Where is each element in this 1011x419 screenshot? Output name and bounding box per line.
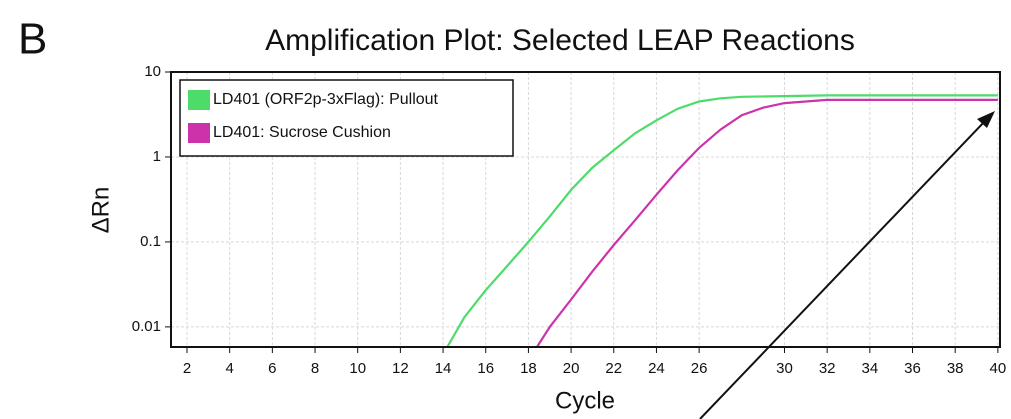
legend-box [179, 79, 514, 157]
chart-title: Amplification Plot: Selected LEAP Reacti… [265, 24, 855, 57]
x-axis-label: Cycle [555, 387, 615, 414]
legend-label: LD401 (ORF2p-3xFlag): Pullout [213, 91, 439, 108]
x-tick-label: 18 [520, 360, 537, 377]
legend-label: LD401: Sucrose Cushion [213, 124, 391, 141]
series-line [536, 98, 998, 347]
y-tick-label: 0.1 [140, 233, 161, 250]
x-tick-label: 38 [947, 360, 964, 377]
arrow-line [699, 119, 987, 419]
legend-swatch [188, 123, 210, 143]
x-tick-label: 14 [435, 360, 452, 377]
x-tick-label: 22 [605, 360, 622, 377]
y-tick-label: 0.01 [132, 318, 161, 335]
x-tick-label: 10 [349, 360, 366, 377]
arrow-head [977, 111, 995, 128]
x-tick-label: 16 [477, 360, 494, 377]
x-tick-label: 12 [392, 360, 409, 377]
series-line [446, 94, 998, 347]
legend-swatch [188, 90, 210, 110]
x-tick-label: 26 [691, 360, 708, 377]
x-tick-label: 40 [990, 360, 1007, 377]
y-tick-label: 1 [153, 148, 161, 165]
x-tick-label: 30 [776, 360, 793, 377]
x-tick-label: 34 [861, 360, 878, 377]
x-tick-label: 20 [563, 360, 580, 377]
panel-label: B [18, 15, 47, 64]
x-tick-label: 6 [268, 360, 276, 377]
plot-frame [170, 71, 1001, 348]
x-tick-label: 32 [819, 360, 836, 377]
x-tick-label: 8 [311, 360, 319, 377]
x-tick-label: 4 [226, 360, 234, 377]
y-tick-label: 10 [144, 63, 161, 80]
x-tick-label: 36 [904, 360, 921, 377]
x-tick-label: 24 [648, 360, 665, 377]
y-axis-label: ΔRn [87, 187, 114, 234]
x-tick-label: 2 [183, 360, 191, 377]
